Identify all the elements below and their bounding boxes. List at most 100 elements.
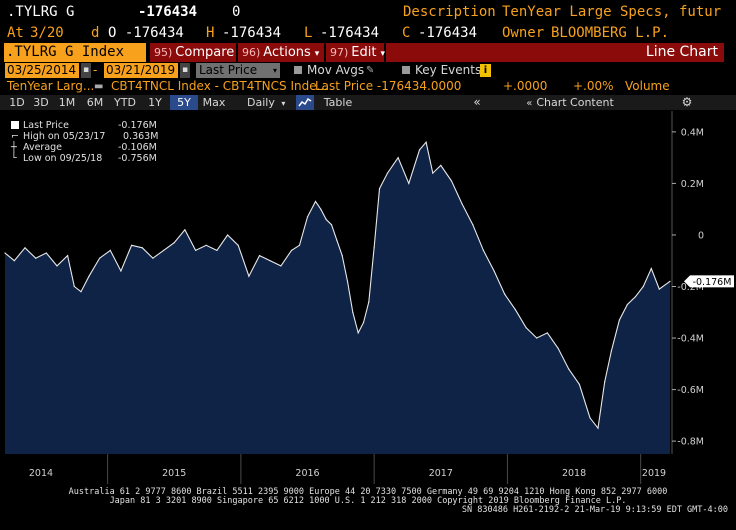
legend-average-label: Average <box>23 142 63 153</box>
price-point <box>378 188 381 190</box>
chevron-down-icon: ▾ <box>314 49 320 59</box>
price-point <box>184 229 186 231</box>
d-label: d <box>91 25 100 41</box>
end-date-field[interactable]: 03/21/2019 <box>104 63 178 78</box>
price-point <box>525 327 527 329</box>
mov-avgs-checkbox[interactable] <box>294 66 302 74</box>
price-point <box>99 257 101 259</box>
period-max[interactable]: Max <box>202 96 226 109</box>
ticker-input[interactable]: .TYLRG G Index <box>4 43 146 62</box>
price-point <box>80 291 82 293</box>
period-bar: 1D 3D 1M 6M YTD 1Y 5Y Max Daily ▾ Table « «Char… <box>0 95 736 110</box>
chart-mode-icon[interactable] <box>296 95 314 110</box>
info-icon[interactable]: i <box>480 64 491 77</box>
last-price: -176434 <box>138 4 198 20</box>
mov-avgs-label: Mov Avgs <box>307 63 365 77</box>
price-point <box>589 417 591 419</box>
open-value: O -176434 <box>108 25 184 41</box>
chart-legend: Last Price -0.176M ⌐ High on 05/23/17 0.3… <box>8 119 158 165</box>
price-point <box>4 252 6 254</box>
average-marker-icon: ┼ <box>11 142 17 153</box>
period-1m[interactable]: 1M <box>58 96 76 109</box>
chevron-down-icon: ▾ <box>380 49 386 59</box>
edit-button[interactable]: 97) Edit ▾ <box>326 43 386 62</box>
period-3d[interactable]: 3D <box>33 96 49 109</box>
legend-high: ⌐ High on 05/23/17 0.363M <box>11 131 158 142</box>
start-date-field[interactable]: 03/25/2014 <box>5 63 79 78</box>
price-point <box>432 172 434 174</box>
ticker-symbol: .TYLRG G <box>7 4 75 20</box>
legend-average-value: -0.106M <box>118 142 157 153</box>
header-row-2: At 3/20 d O -176434 H -176434 L -176434 … <box>0 25 736 43</box>
price-point <box>314 200 317 203</box>
legend-average: ┼ Average -0.106M <box>11 142 157 153</box>
security-row: TenYear Larg... ▬ CBT4TNCL Index - CBT4T… <box>0 79 736 94</box>
collapse-left-icon: « <box>526 98 533 109</box>
field-select-value: Last Price <box>199 63 258 77</box>
price-point <box>357 332 359 334</box>
price-point <box>269 260 271 262</box>
security-last-price: Last Price -176434.0000 <box>315 79 462 93</box>
settings-row: 03/25/2014 ▪ - 03/21/2019 ▪ Last Price ▾… <box>0 63 736 78</box>
wrench-icon[interactable]: ✎ <box>366 65 375 76</box>
price-point <box>642 285 644 288</box>
price-point <box>472 224 474 226</box>
price-point <box>35 257 37 259</box>
period-5y[interactable]: 5Y <box>170 95 198 110</box>
period-6m[interactable]: 6M <box>86 96 104 109</box>
price-point <box>536 337 538 339</box>
price-change: 0 <box>232 4 241 20</box>
last-price-swatch <box>11 121 19 129</box>
dash-separator: - <box>93 63 98 77</box>
price-point <box>248 275 250 277</box>
y-tick-label: -0.8M <box>677 437 704 448</box>
price-point <box>88 275 90 277</box>
period-ytd[interactable]: YTD <box>114 96 136 109</box>
x-tick-label: 2015 <box>162 468 186 479</box>
close-value: -176434 <box>418 25 478 41</box>
period-1y[interactable]: 1Y <box>148 96 162 109</box>
price-point <box>568 368 570 370</box>
price-point <box>604 381 606 383</box>
high-value: -176434 <box>222 25 282 41</box>
table-button[interactable]: Table <box>323 96 353 109</box>
y-tick-label: 0.2M <box>681 179 704 190</box>
low-label: L <box>304 25 313 41</box>
collapse-left-icon[interactable]: « <box>473 95 481 109</box>
price-point <box>397 157 399 159</box>
legend-high-value: 0.363M <box>123 131 159 142</box>
period-1d[interactable]: 1D <box>9 96 25 109</box>
edit-label: Edit <box>351 45 377 60</box>
price-point <box>336 239 338 241</box>
description-label: Description <box>403 4 496 20</box>
gear-icon[interactable]: ⚙ <box>681 95 693 109</box>
x-tick-label: 2019 <box>642 468 666 479</box>
x-tick-label: 2017 <box>429 468 453 479</box>
field-select[interactable]: Last Price ▾ <box>196 63 280 78</box>
price-point <box>152 257 154 259</box>
security-pct-change: +.00% <box>573 79 614 93</box>
price-point <box>306 216 309 218</box>
price-point <box>373 247 375 249</box>
key-events-checkbox[interactable] <box>402 66 410 74</box>
actions-button[interactable]: 96) Actions ▾ <box>238 43 324 62</box>
edit-number: 97) <box>330 46 349 59</box>
calendar-icon[interactable]: ▪ <box>180 63 190 78</box>
price-point <box>280 265 282 267</box>
price-point <box>669 280 671 282</box>
series-line-icon: ▬ <box>94 81 104 92</box>
price-area <box>5 142 670 454</box>
compare-button[interactable]: 95) Compare <box>150 43 236 62</box>
chart-content-button[interactable]: «Chart Content <box>520 95 620 110</box>
legend-high-label: High on 05/23/17 <box>23 131 106 142</box>
price-point <box>362 322 365 324</box>
high-label: H <box>206 25 215 41</box>
calendar-icon[interactable]: ▪ <box>81 63 91 78</box>
frequency-select[interactable]: Daily ▾ <box>244 95 295 110</box>
price-point <box>120 270 122 272</box>
price-point <box>546 332 549 334</box>
price-point <box>173 242 175 244</box>
price-point <box>597 427 599 429</box>
x-tick-label: 2014 <box>29 468 53 479</box>
footer: Australia 61 2 9777 8600 Brazil 5511 239… <box>0 484 736 530</box>
